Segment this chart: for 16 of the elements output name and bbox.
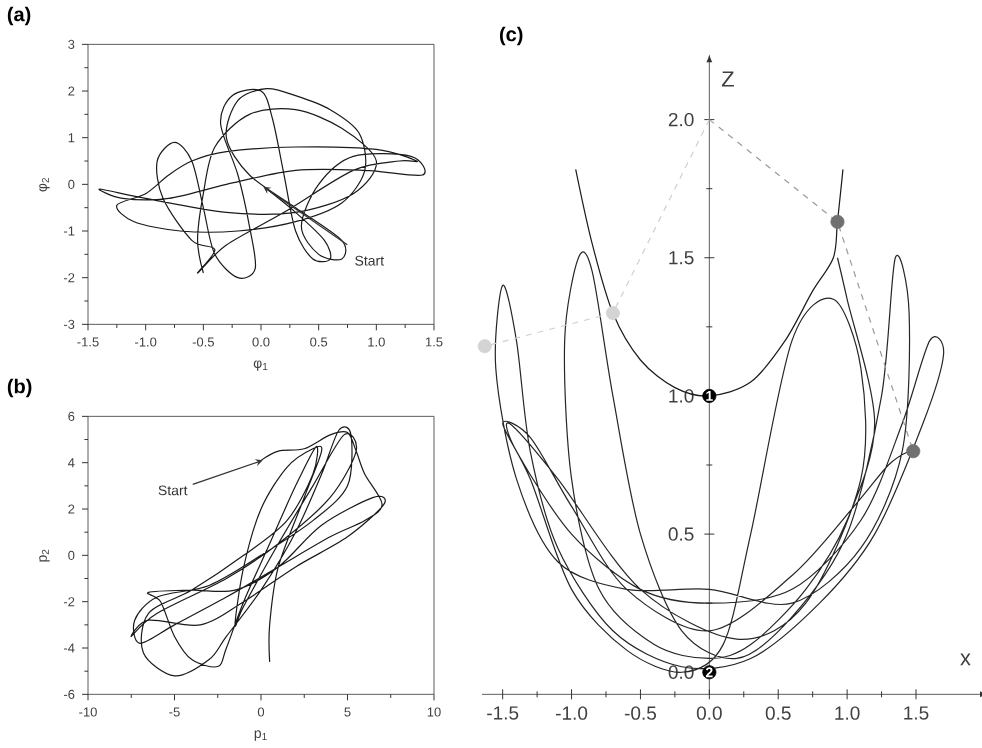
x-axis-title: x xyxy=(960,653,971,666)
y-tick-label: 2.0 xyxy=(668,112,694,127)
x-tick-label: -1.0 xyxy=(556,706,588,720)
x-tick-label: -0.5 xyxy=(624,706,657,720)
chart-title: (a) xyxy=(7,6,31,26)
y-tick-label: 1.5 xyxy=(669,250,694,265)
y-axis-title: Z xyxy=(721,71,734,87)
x-tick-label: 1.0 xyxy=(835,706,860,720)
x-tick-label: 1.5 xyxy=(904,706,929,720)
x-tick-label: -1.5 xyxy=(487,706,519,720)
y-tick-label: 0.5 xyxy=(668,527,694,541)
x-tick-label: 0.5 xyxy=(765,706,791,720)
y-tick-label: 1.0 xyxy=(669,389,694,403)
x-tick-label: 0.0 xyxy=(696,706,722,720)
chart-title: (c) xyxy=(499,26,523,46)
chart-title: (b) xyxy=(7,378,32,398)
